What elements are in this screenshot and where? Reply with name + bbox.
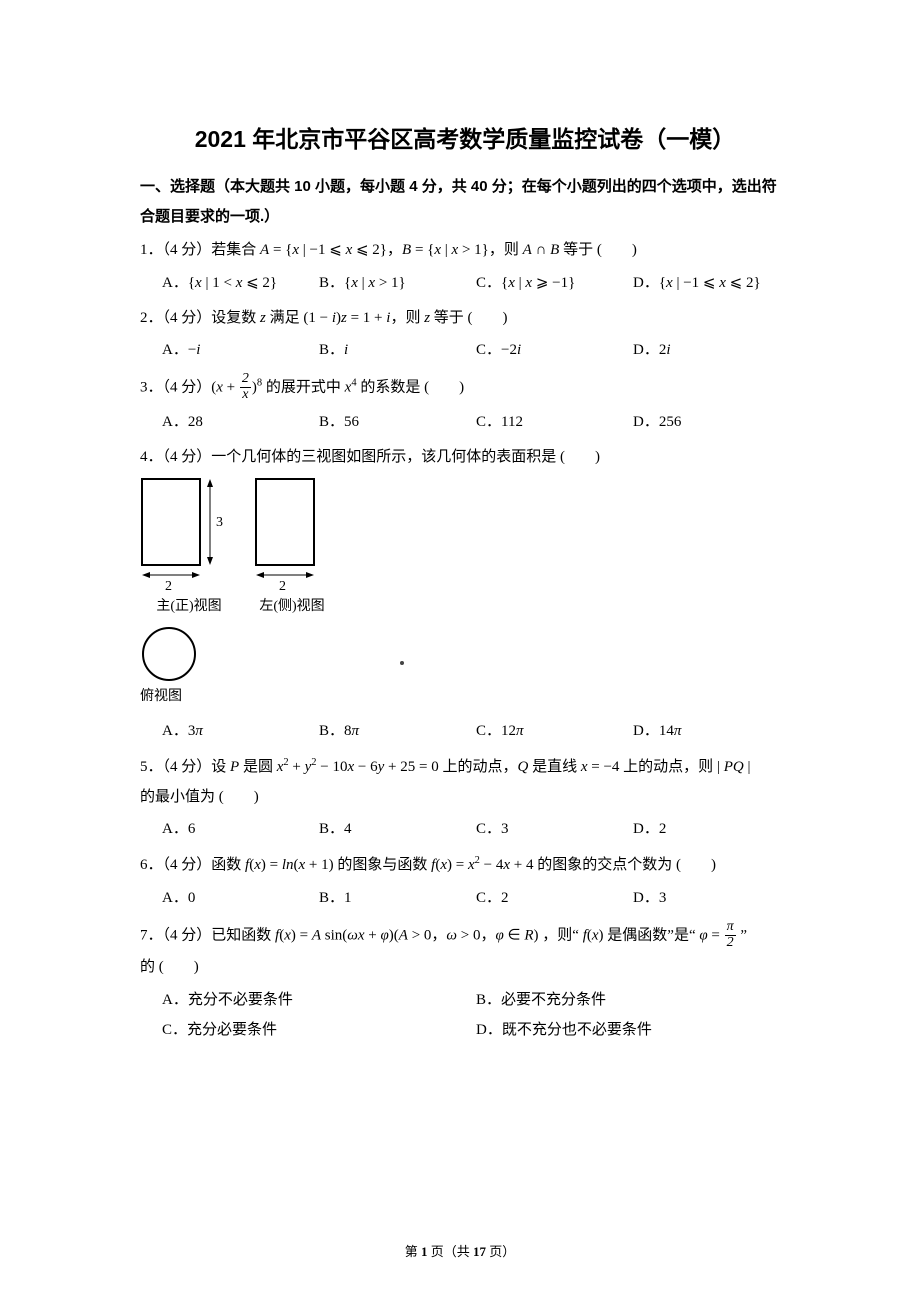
footer-total: 17 [473, 1244, 486, 1259]
option: A．6 [162, 814, 319, 844]
option: D．2 [633, 814, 790, 844]
question-stem: 7．（4 分）已知函数 f(x) = A sin(ωx + φ)(A > 0，ω… [140, 921, 790, 951]
option: A．{x | 1 < x ⩽ 2} [162, 268, 319, 298]
question-stem: 5．（4 分）设 P 是圆 x2 + y2 − 10x − 6y + 25 = … [140, 754, 790, 781]
question-stem: 1．（4 分）若集合 A = {x | −1 ⩽ x ⩽ 2}，B = {x |… [140, 238, 790, 264]
options-row: A．6B．4C．3D．2 [140, 814, 790, 844]
options-row: A．{x | 1 < x ⩽ 2}B．{x | x > 1}C．{x | x ⩾… [140, 268, 790, 298]
options-row: A．−iB．iC．−2iD．2i [140, 335, 790, 365]
question: 2．（4 分）设复数 z 满足 (1 − i)z = 1 + i，则 z 等于 … [140, 306, 790, 366]
top-view-label: 俯视图 [140, 685, 182, 709]
option: A．−i [162, 335, 319, 365]
option: D．既不充分也不必要条件 [476, 1015, 790, 1045]
questions-container: 1．（4 分）若集合 A = {x | −1 ⩽ x ⩽ 2}，B = {x |… [140, 238, 790, 1045]
question-stem: 2．（4 分）设复数 z 满足 (1 − i)z = 1 + i，则 z 等于 … [140, 306, 790, 332]
svg-text:2: 2 [279, 579, 286, 593]
options-row: A．0B．1C．2D．3 [140, 883, 790, 913]
svg-text:3: 3 [216, 515, 223, 530]
main-view-label: 主(正)视图 [156, 595, 221, 619]
option: C．3 [476, 814, 633, 844]
page-title: 2021 年北京市平谷区高考数学质量监控试卷（一模） [140, 120, 790, 154]
page-footer: 第 1 页（共 17 页） [0, 1241, 920, 1260]
question-stem: 3．（4 分）(x + 2x)8 的展开式中 x4 的系数是 ( ) [140, 373, 790, 403]
option: D．2i [633, 335, 790, 365]
options-row: A．3πB．8πC．12πD．14π [140, 716, 790, 746]
option: A．0 [162, 883, 319, 913]
option: C．12π [476, 716, 633, 746]
footer-mid: 页（共 [427, 1244, 473, 1259]
option: C．{x | x ⩾ −1} [476, 268, 633, 298]
option: B．1 [319, 883, 476, 913]
option: C．−2i [476, 335, 633, 365]
question: 4．（4 分）一个几何体的三视图如图所示，该几何体的表面积是 ( ) 3 2 主(正)… [140, 445, 790, 746]
svg-text:2: 2 [165, 579, 172, 593]
footer-prefix: 第 [405, 1244, 421, 1259]
option: D．{x | −1 ⩽ x ⩽ 2} [633, 268, 790, 298]
three-view-figure: 3 2 主(正)视图 2 左(侧)视图俯视图 [140, 477, 790, 709]
option: A．3π [162, 716, 319, 746]
question: 1．（4 分）若集合 A = {x | −1 ⩽ x ⩽ 2}，B = {x |… [140, 238, 790, 298]
question-stem: 4．（4 分）一个几何体的三视图如图所示，该几何体的表面积是 ( ) [140, 445, 790, 471]
section-header: 一、选择题（本大题共 10 小题，每小题 4 分，共 40 分；在每个小题列出的… [140, 172, 790, 232]
option: B．8π [319, 716, 476, 746]
option: C．2 [476, 883, 633, 913]
footer-suffix: 页） [486, 1244, 515, 1259]
option: B．{x | x > 1} [319, 268, 476, 298]
option: C．充分必要条件 [162, 1015, 476, 1045]
side-view-label: 左(侧)视图 [259, 595, 324, 619]
options-row: A．28B．56C．112D．256 [140, 407, 790, 437]
question-stem-tail: 的 ( ) [140, 955, 790, 981]
option: D．256 [633, 407, 790, 437]
option: A．充分不必要条件 [162, 985, 476, 1015]
option: D．14π [633, 716, 790, 746]
option: A．28 [162, 407, 319, 437]
question-stem-tail: 的最小值为 ( ) [140, 785, 790, 811]
option: B．i [319, 335, 476, 365]
question-stem: 6．（4 分）函数 f(x) = ln(x + 1) 的图象与函数 f(x) =… [140, 852, 790, 879]
option: C．112 [476, 407, 633, 437]
stray-dot [400, 661, 404, 665]
exam-page: 2021 年北京市平谷区高考数学质量监控试卷（一模） 一、选择题（本大题共 10… [0, 0, 920, 1302]
question: 3．（4 分）(x + 2x)8 的展开式中 x4 的系数是 ( ) A．28B．… [140, 373, 790, 437]
option: B．必要不充分条件 [476, 985, 790, 1015]
option: B．56 [319, 407, 476, 437]
question: 6．（4 分）函数 f(x) = ln(x + 1) 的图象与函数 f(x) =… [140, 852, 790, 913]
option: D．3 [633, 883, 790, 913]
options-row: A．充分不必要条件B．必要不充分条件C．充分必要条件D．既不充分也不必要条件 [140, 985, 790, 1045]
option: B．4 [319, 814, 476, 844]
question: 5．（4 分）设 P 是圆 x2 + y2 − 10x − 6y + 25 = … [140, 754, 790, 844]
question: 7．（4 分）已知函数 f(x) = A sin(ωx + φ)(A > 0，ω… [140, 921, 790, 1045]
